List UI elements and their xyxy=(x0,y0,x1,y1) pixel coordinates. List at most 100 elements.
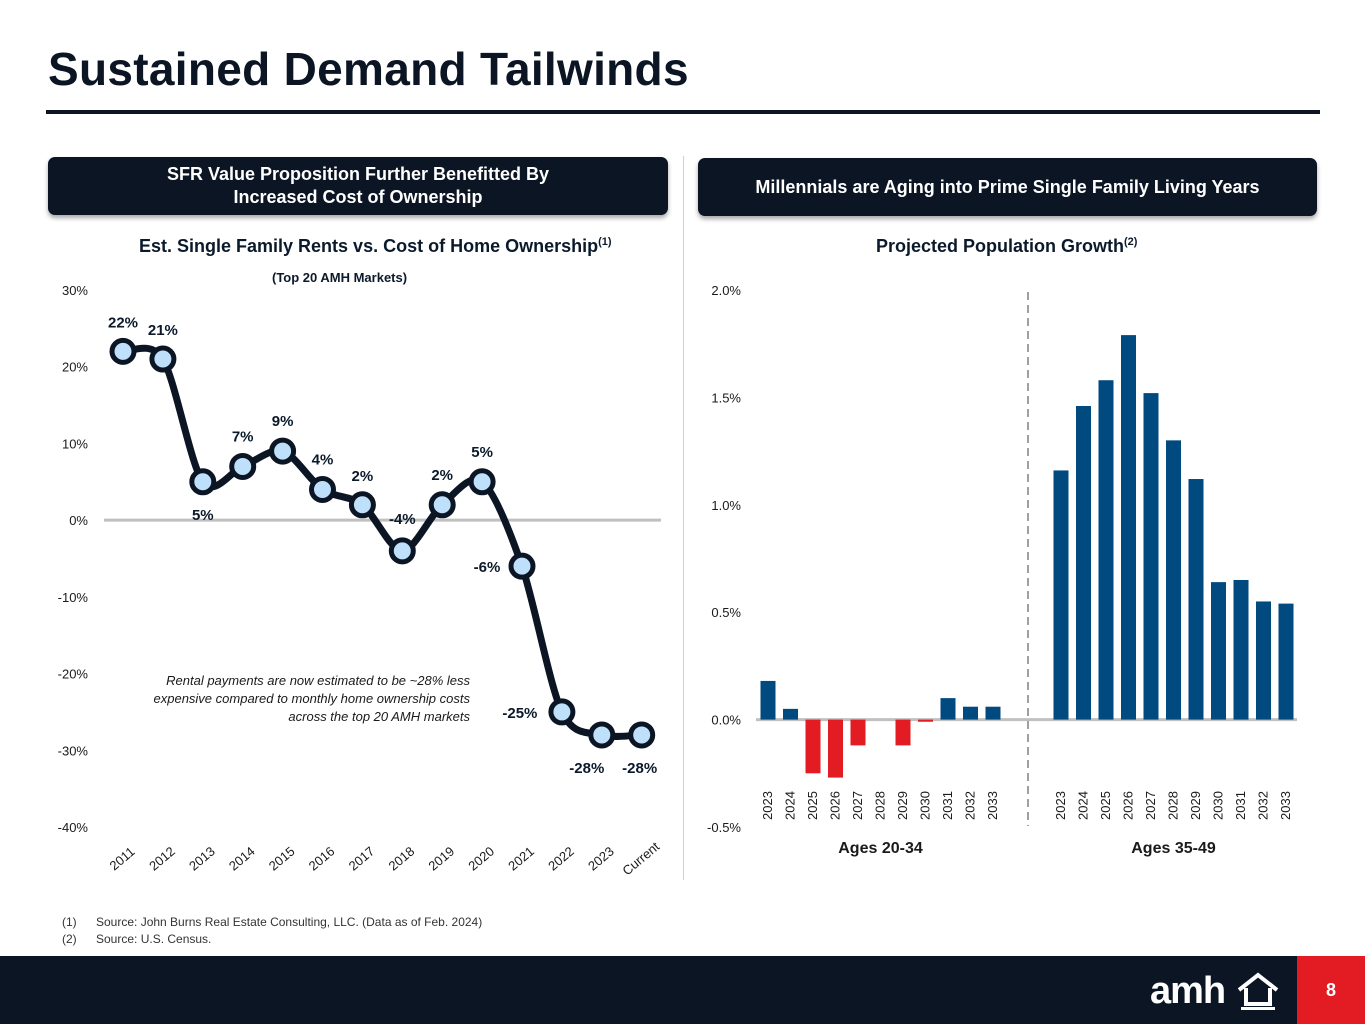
data-point xyxy=(269,437,297,465)
bar xyxy=(783,708,798,720)
y-tick-label: 10% xyxy=(62,436,88,451)
group-label: Ages 20-34 xyxy=(838,840,923,857)
data-label: 5% xyxy=(471,444,493,461)
x-tick-label: 2029 xyxy=(1188,791,1203,820)
y-tick-label: 1.0% xyxy=(711,498,741,513)
data-point xyxy=(428,491,456,519)
group-label: Ages 35-49 xyxy=(1131,840,1216,857)
bar xyxy=(1166,440,1181,720)
data-label: -6% xyxy=(474,559,501,576)
bar xyxy=(1121,335,1136,720)
data-label: -4% xyxy=(389,511,416,528)
bar xyxy=(1278,603,1294,720)
data-point xyxy=(628,721,656,749)
right-chart-title: Projected Population Growth(2) xyxy=(876,236,1137,257)
y-tick-label: 0.5% xyxy=(711,605,741,620)
rent-vs-ownership-line-chart: 30% 20% 10% 0% -10% -20% -30% -40% 22% 21% 5% 7% 9% 4… xyxy=(58,283,663,879)
data-label: 2% xyxy=(431,467,453,484)
bar xyxy=(985,706,1001,720)
y-tick-label: -10% xyxy=(58,590,89,605)
right-section-banner: Millennials are Aging into Prime Single … xyxy=(698,158,1317,216)
bar xyxy=(1256,601,1271,720)
population-growth-bar-chart: 2.0% 1.5% 1.0% 0.5% 0.0% -0.5% 2023 2024 2025 202… xyxy=(707,283,1297,857)
right-chart-title-text: Projected Population Growth xyxy=(876,236,1125,256)
y-tick-label: -20% xyxy=(58,667,89,682)
bar xyxy=(918,719,933,722)
x-tick-label: 2028 xyxy=(1166,791,1181,820)
left-banner-line1: SFR Value Proposition Further Benefitted… xyxy=(166,164,550,184)
bar xyxy=(828,719,843,778)
x-tick-label: 2012 xyxy=(146,844,178,874)
bar xyxy=(1053,470,1069,720)
footnote-text: Source: John Burns Real Estate Consultin… xyxy=(96,915,483,929)
x-tick-label: 2027 xyxy=(1143,791,1158,820)
x-tick-label: 2023 xyxy=(585,844,617,874)
footnote-text: Source: U.S. Census. xyxy=(96,932,212,946)
x-tick-label: 2016 xyxy=(306,844,338,874)
bar xyxy=(1211,582,1226,720)
x-tick-label: 2022 xyxy=(545,844,577,874)
data-point xyxy=(348,491,376,519)
left-chart-title: Est. Single Family Rents vs. Cost of Hom… xyxy=(139,236,612,257)
x-tick-label: 2013 xyxy=(186,844,218,874)
footer-bar xyxy=(0,956,1365,1024)
data-point xyxy=(149,345,177,373)
data-point xyxy=(468,468,496,496)
data-label: 7% xyxy=(232,428,254,445)
data-label: 5% xyxy=(192,507,214,524)
footnote-1: (1) Source: John Burns Real Estate Consu… xyxy=(62,914,482,931)
left-section-banner: SFR Value Proposition Further Benefitted… xyxy=(48,157,668,215)
x-tick-label: 2024 xyxy=(783,791,798,820)
y-tick-label: 20% xyxy=(62,360,88,375)
data-label: 2% xyxy=(352,468,374,485)
x-tick-label: 2023 xyxy=(760,791,775,820)
x-tick-label: 2030 xyxy=(1211,791,1226,820)
amh-logo: amh xyxy=(1150,970,1226,1012)
y-tick-label: 2.0% xyxy=(711,283,741,298)
data-point xyxy=(508,552,536,580)
x-tick-label: Current xyxy=(619,839,662,879)
x-tick-label: 2025 xyxy=(805,791,820,820)
bar xyxy=(895,719,911,746)
bar xyxy=(850,719,866,746)
data-label: 22% xyxy=(108,314,138,331)
x-tick-label: 2027 xyxy=(850,791,865,820)
title-rule xyxy=(46,110,1320,114)
data-point xyxy=(189,468,217,496)
bar xyxy=(1143,393,1159,720)
bar xyxy=(940,698,956,720)
page-number: 8 xyxy=(1297,956,1365,1024)
x-tick-label: 2023 xyxy=(1053,791,1068,820)
x-tick-label: 2026 xyxy=(1121,791,1136,820)
right-chart-title-sup: (2) xyxy=(1124,236,1138,248)
bar xyxy=(1188,479,1204,720)
data-point xyxy=(229,452,257,480)
data-label: -28% xyxy=(622,760,657,777)
x-tick-label: 2028 xyxy=(873,791,888,820)
x-tick-label: 2011 xyxy=(107,844,138,873)
x-tick-label: 2033 xyxy=(985,791,1000,820)
left-banner-line2: Increased Cost of Ownership xyxy=(233,187,483,207)
x-tick-label: 2021 xyxy=(505,844,537,874)
data-point xyxy=(388,537,416,565)
section-divider xyxy=(683,156,684,880)
x-tick-label: 2024 xyxy=(1076,791,1091,820)
x-tick-label: 2015 xyxy=(266,844,298,874)
x-tick-label: 2029 xyxy=(895,791,910,820)
left-chart-title-sup: (1) xyxy=(598,236,612,248)
y-tick-label: -40% xyxy=(58,820,89,835)
x-tick-label: 2017 xyxy=(346,844,378,874)
data-point xyxy=(109,337,137,365)
data-label: 21% xyxy=(148,322,178,339)
y-tick-label: 0.0% xyxy=(711,713,741,728)
y-tick-label: 0% xyxy=(69,513,88,528)
data-point xyxy=(588,721,616,749)
y-tick-label: 1.5% xyxy=(711,390,741,405)
footnote-2: (2) Source: U.S. Census. xyxy=(62,931,482,948)
x-tick-label: 2019 xyxy=(425,844,457,874)
bar xyxy=(963,706,978,720)
bar xyxy=(805,719,821,774)
chart-annotation: Rental payments are now estimated to be … xyxy=(153,673,471,724)
x-tick-label: 2026 xyxy=(828,791,843,820)
footnote-number: (1) xyxy=(62,915,77,929)
